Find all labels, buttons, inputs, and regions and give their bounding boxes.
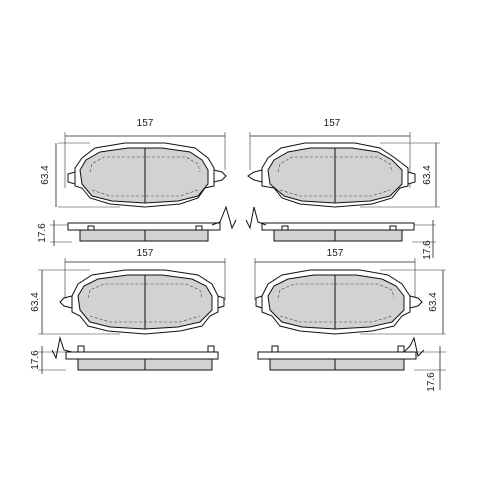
thickness-dimension-label: 17.6 [30,350,41,370]
height-dimension-label: 63.4 [422,165,433,185]
friction-layer-edge [273,229,403,242]
wear-indicator-spring [51,336,73,360]
pad-top-right-front: 157 63.4 [247,118,440,208]
pad-top-left-front: 157 63.4 [40,118,227,208]
friction-material [79,147,209,204]
width-dimension-label: 157 [324,118,341,129]
thickness-dimension-label: 17.6 [426,372,437,392]
pad-top-right-side: 17.6 [245,206,436,260]
hidden-contour [89,156,201,173]
height-dimension-label: 63.4 [428,292,439,312]
hidden-contour [277,283,395,299]
pad-top-left-side: 17.6 [37,205,237,246]
mounting-tab [407,171,416,185]
hidden-contour [87,283,203,299]
pad-bottom-left-side: 17.6 [30,336,219,374]
width-dimension-label: 157 [137,118,154,129]
mounting-tab [409,295,423,309]
height-dimension-label: 63.4 [40,165,51,185]
backing-plate-edge [257,351,417,360]
hidden-contour [277,156,393,173]
backing-plate-edge [65,351,219,360]
friction-layer-edge [269,358,405,371]
pad-bottom-right-side: 17.6 [257,336,446,392]
mounting-tab [213,169,227,183]
width-dimension-label: 157 [327,248,344,259]
pad-bottom-right-front: 157 63.4 [254,248,446,335]
mounting-tab [247,169,263,183]
width-dimension-label: 157 [137,248,154,259]
thickness-dimension-label: 17.6 [37,223,48,243]
mounting-tab [59,295,73,309]
friction-layer-edge [79,229,209,242]
wear-indicator-spring [245,206,267,230]
mounting-tab [255,295,263,309]
thickness-dimension-label: 17.6 [422,240,433,260]
mounting-tab [67,171,76,185]
pad-bottom-left-front: 157 63.4 [30,248,226,335]
wear-indicator-spring [403,336,425,357]
friction-material [267,274,405,330]
height-dimension-label: 63.4 [30,292,41,312]
mounting-tab [217,295,225,309]
wear-indicator-spring [211,205,237,230]
